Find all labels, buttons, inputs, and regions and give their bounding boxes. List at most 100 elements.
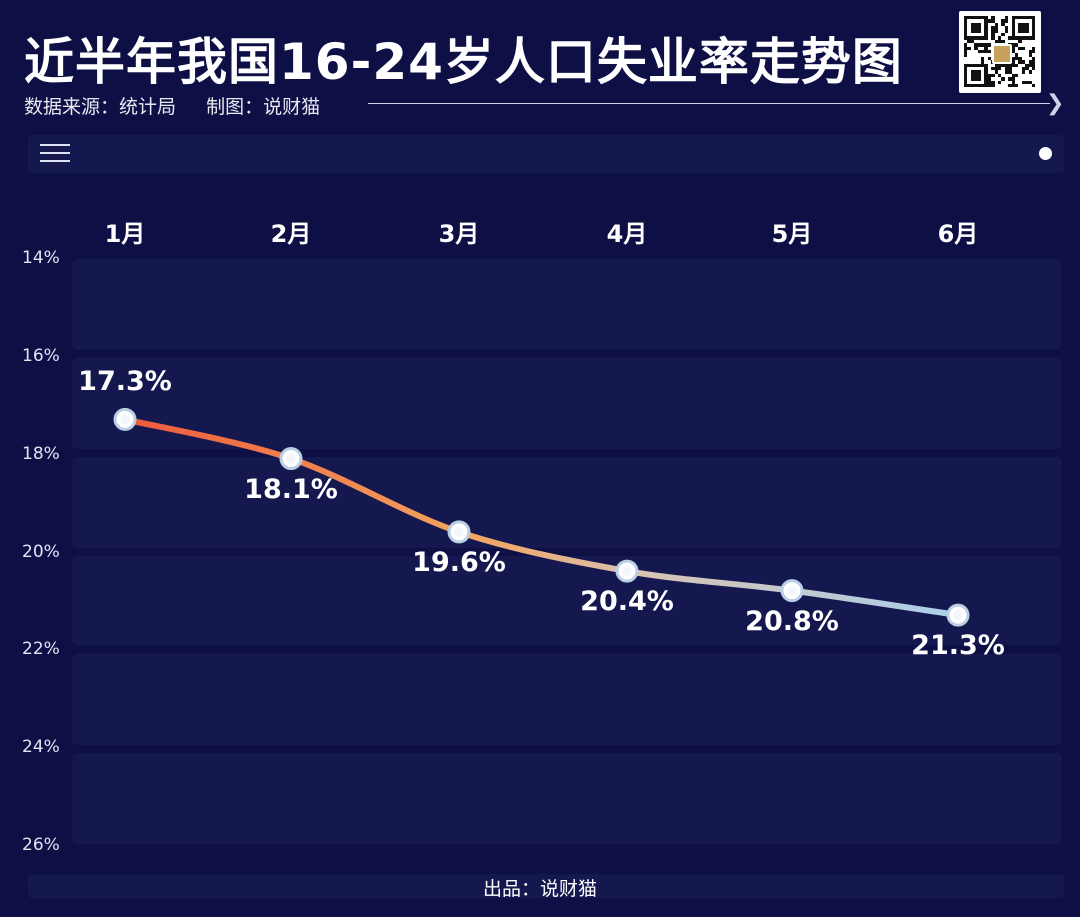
qr-module	[974, 36, 978, 40]
qr-module	[1008, 63, 1012, 67]
qr-module	[1032, 50, 1036, 54]
qr-module	[981, 56, 985, 61]
qr-module	[1025, 63, 1029, 67]
chart-band	[72, 753, 1062, 844]
qr-module	[967, 16, 971, 20]
qr-module	[1025, 36, 1029, 40]
qr-module	[1021, 46, 1026, 50]
qr-module	[977, 26, 981, 30]
qr-module	[1018, 16, 1022, 20]
qr-module	[977, 70, 981, 74]
qr-module	[981, 16, 985, 20]
divider-line	[368, 103, 1050, 104]
qr-module	[1025, 29, 1029, 33]
qr-module	[987, 56, 992, 61]
data-label: 20.4%	[580, 586, 674, 618]
data-label: 19.6%	[412, 546, 506, 578]
y-tick-label: 16%	[22, 345, 60, 366]
qr-module	[981, 50, 985, 54]
qr-module	[1028, 70, 1032, 74]
qr-module	[984, 26, 988, 30]
x-tick-label: 4月	[606, 220, 648, 248]
data-point-center	[787, 585, 797, 596]
qr-module	[1011, 56, 1015, 61]
qr-module	[1011, 77, 1015, 81]
qr-module	[964, 46, 968, 50]
qr-logo-icon	[992, 44, 1012, 64]
qr-module	[970, 73, 975, 78]
qr-module	[974, 26, 978, 30]
qr-module	[970, 22, 975, 27]
qr-module	[984, 22, 988, 27]
qr-module	[1021, 80, 1026, 84]
qr-module	[984, 63, 988, 67]
qr-module	[1025, 26, 1029, 30]
qr-module	[964, 63, 968, 67]
qr-module	[1025, 80, 1029, 84]
qr-module	[1018, 46, 1022, 50]
qr-module	[964, 77, 968, 81]
qr-module	[987, 19, 992, 23]
qr-module	[1008, 36, 1012, 40]
qr-module	[991, 67, 995, 71]
x-tick-label: 2月	[270, 220, 312, 248]
qr-module	[1001, 33, 1005, 37]
menu-icon[interactable]	[40, 144, 70, 164]
chart-band	[72, 358, 1062, 449]
qr-module	[1025, 22, 1029, 27]
chart-band	[72, 556, 1062, 645]
qr-module	[998, 73, 1002, 78]
qr-module	[994, 63, 998, 67]
qr-module	[984, 80, 988, 84]
qr-module	[964, 19, 968, 23]
qr-module	[977, 73, 981, 78]
x-tick-label: 3月	[438, 220, 480, 248]
qr-module	[1004, 16, 1009, 20]
qr-module	[984, 67, 988, 71]
qr-module	[991, 26, 995, 30]
qr-module	[1001, 39, 1005, 44]
qr-module	[1032, 19, 1036, 23]
qr-module	[974, 46, 978, 50]
qr-module	[984, 16, 988, 20]
qr-module	[967, 63, 971, 67]
y-tick-label: 26%	[22, 835, 60, 855]
qr-module	[1004, 63, 1009, 67]
qr-module	[1004, 26, 1009, 30]
qr-module	[1021, 67, 1026, 71]
qr-module	[1018, 29, 1022, 33]
qr-module	[998, 67, 1002, 71]
qr-module	[984, 77, 988, 81]
y-tick-label: 18%	[22, 443, 60, 464]
qr-module	[1011, 60, 1015, 64]
qr-module	[970, 29, 975, 33]
chart-band	[72, 457, 1062, 548]
qr-module	[970, 84, 975, 88]
qr-module	[984, 46, 988, 50]
chart-band	[72, 654, 1062, 745]
qr-module	[977, 77, 981, 81]
y-tick-label: 24%	[22, 737, 60, 758]
qr-module	[977, 84, 981, 88]
qr-module	[974, 29, 978, 33]
qr-module	[974, 70, 978, 74]
qr-module	[970, 70, 975, 74]
qr-module	[991, 80, 995, 84]
qr-module	[1015, 43, 1019, 47]
qr-module	[1028, 63, 1032, 67]
arrow-right-icon[interactable]: ❯	[1046, 91, 1065, 116]
qr-module	[1018, 36, 1022, 40]
qr-module	[1011, 29, 1015, 33]
qr-module	[1011, 63, 1015, 67]
qr-module	[970, 26, 975, 30]
dot-icon[interactable]	[1039, 147, 1052, 160]
qr-module	[1001, 77, 1005, 81]
qr-module	[991, 73, 995, 78]
qr-module	[974, 63, 978, 67]
qr-module	[970, 77, 975, 81]
qr-module	[964, 84, 968, 88]
qr-module	[991, 19, 995, 23]
qr-module	[964, 16, 968, 20]
qr-module	[1015, 73, 1019, 78]
qr-module	[1015, 63, 1019, 67]
